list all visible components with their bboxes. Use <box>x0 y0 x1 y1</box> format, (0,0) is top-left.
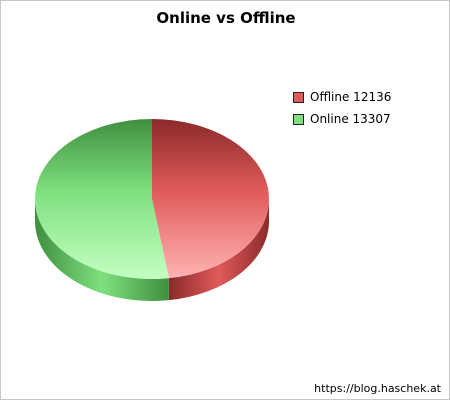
legend-item-offline[interactable]: Offline 12136 <box>293 86 391 108</box>
credit-text: https://blog.haschek.at <box>314 382 441 395</box>
legend-item-online[interactable]: Online 13307 <box>293 108 391 130</box>
legend-swatch-offline <box>293 92 304 103</box>
legend: Offline 12136 Online 13307 <box>293 86 391 130</box>
legend-label-online: Online 13307 <box>310 112 391 126</box>
legend-label-offline: Offline 12136 <box>310 90 391 104</box>
legend-swatch-online <box>293 114 304 125</box>
